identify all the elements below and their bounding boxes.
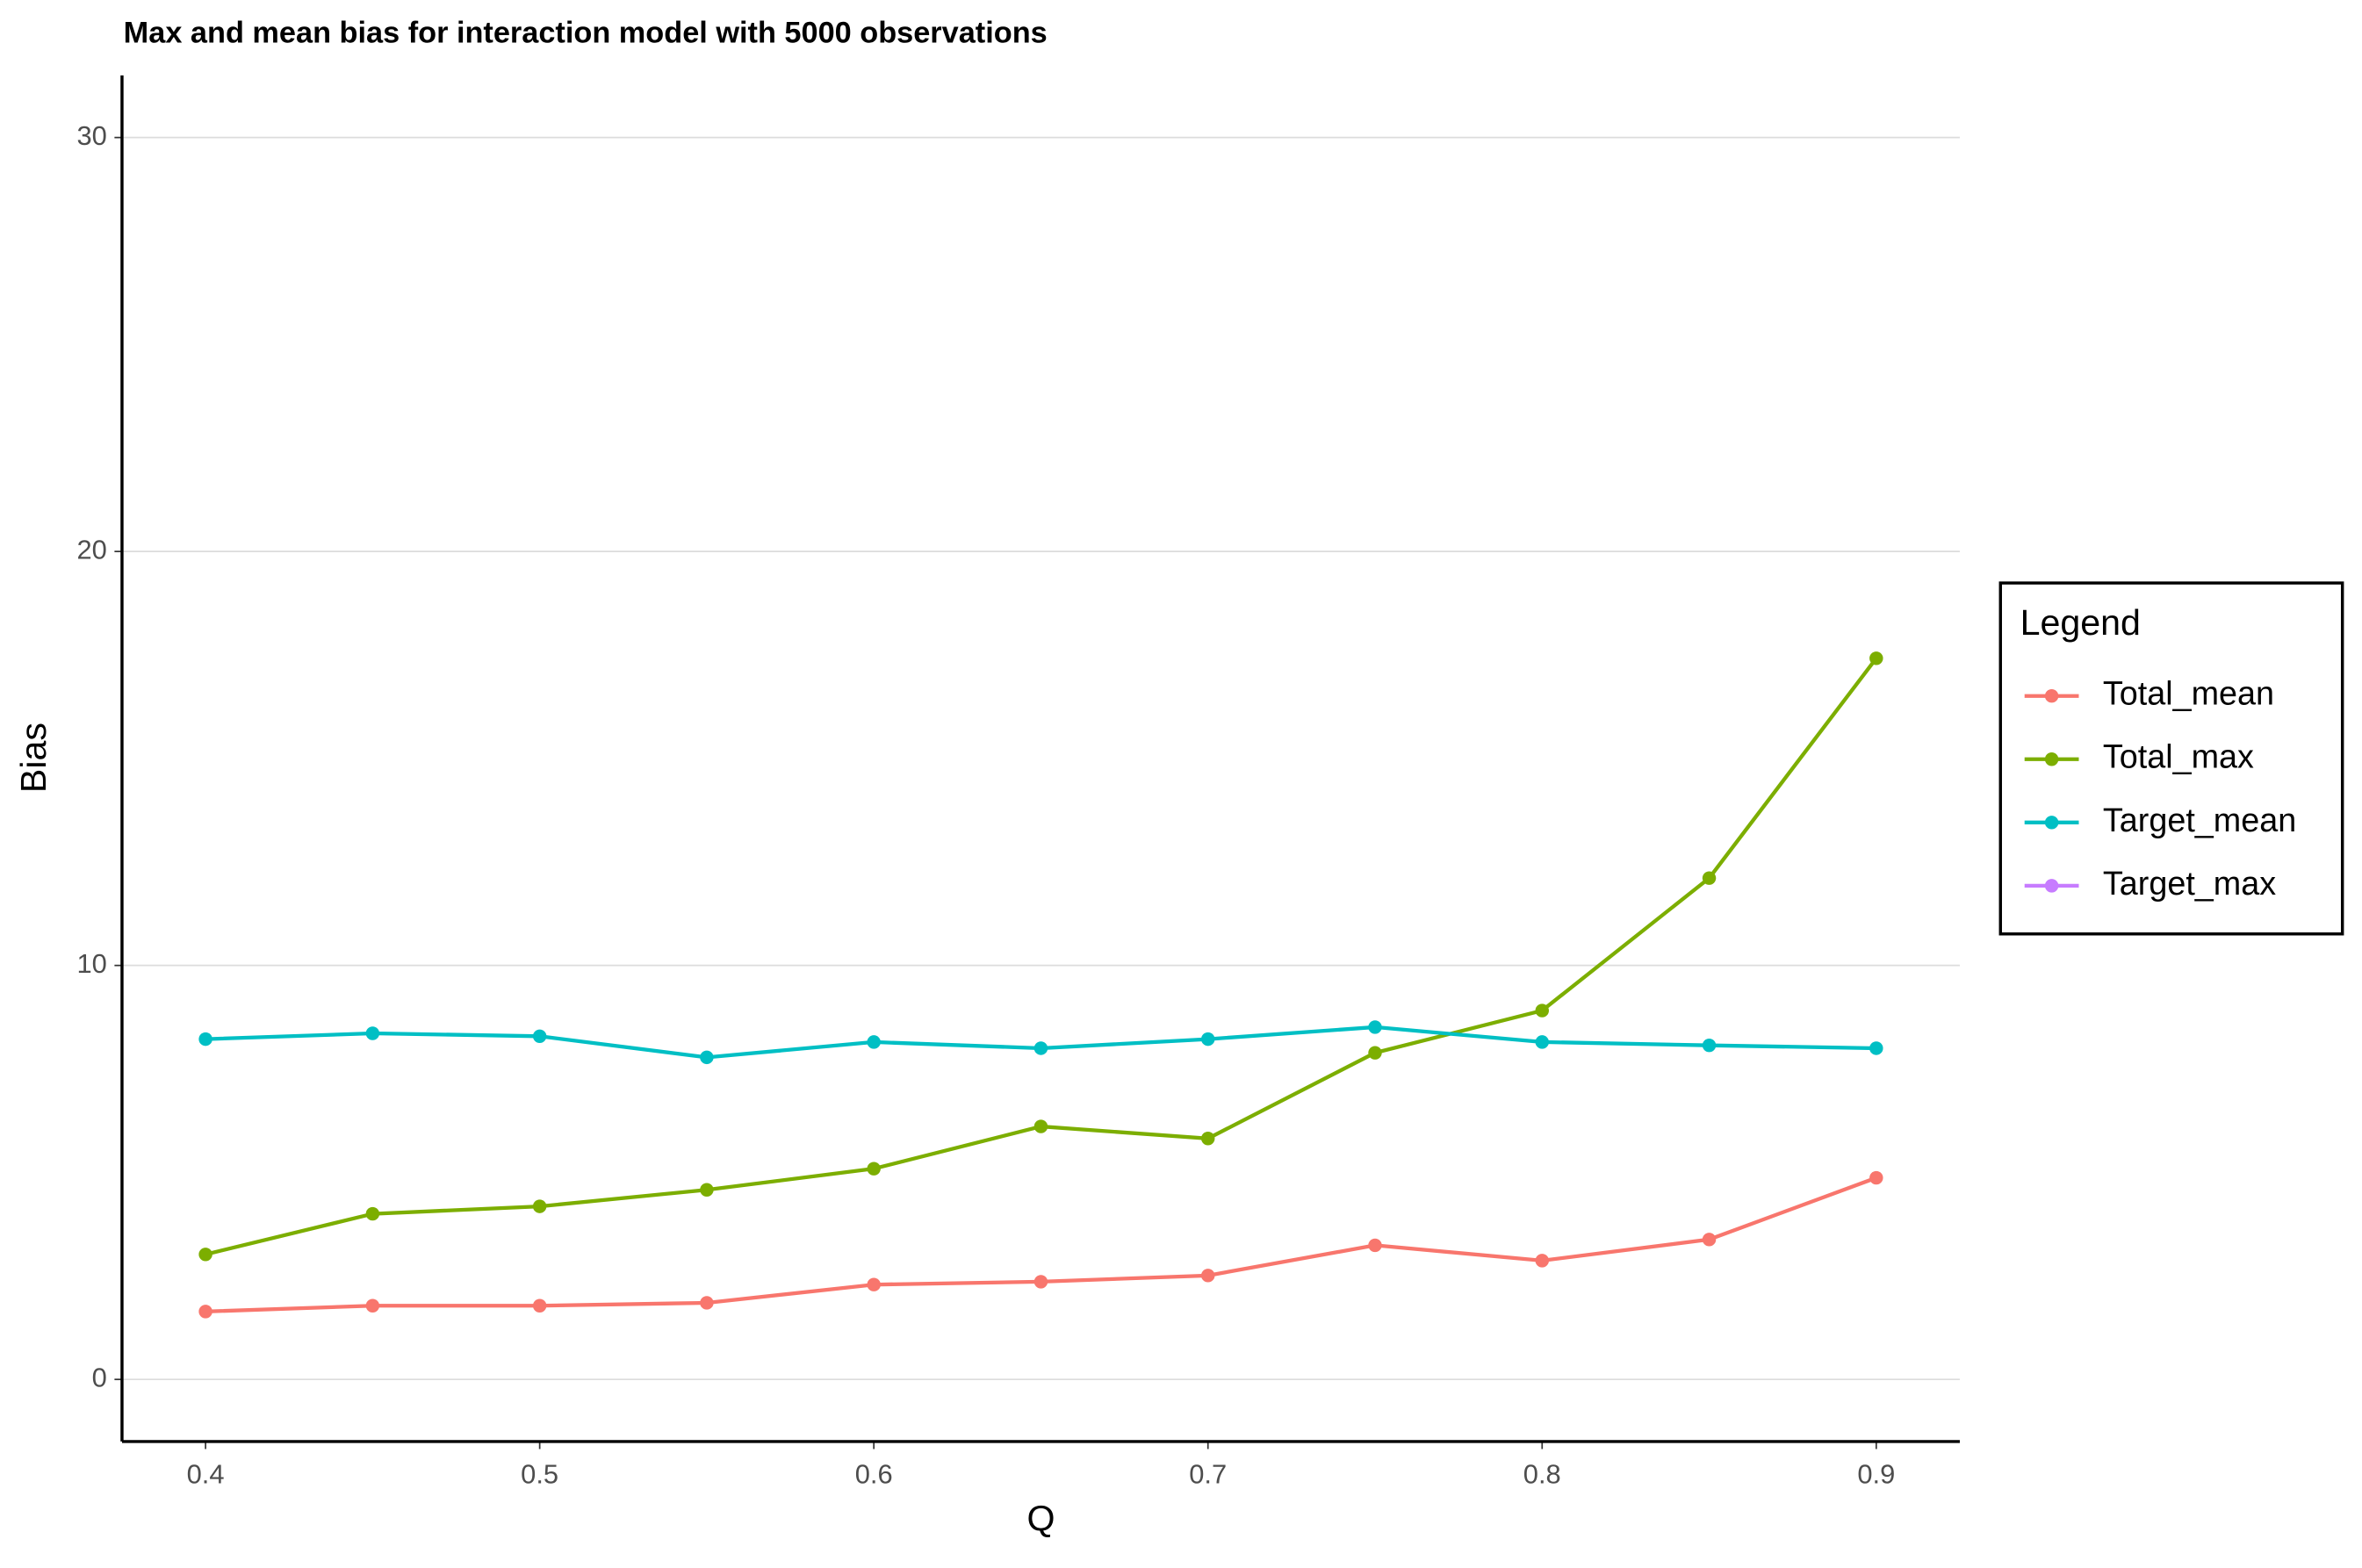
x-axis-label: Q: [1026, 1499, 1055, 1539]
point: [1201, 1032, 1215, 1047]
x-tick-label: 0.5: [521, 1459, 558, 1490]
legend-title: Legend: [2020, 602, 2141, 643]
point: [198, 1032, 212, 1047]
point: [867, 1035, 881, 1049]
point: [1702, 871, 1717, 885]
legend-point: [2044, 752, 2059, 766]
legend-point: [2044, 816, 2059, 830]
point: [532, 1298, 547, 1313]
point: [532, 1199, 547, 1213]
series-line: [205, 657, 1878, 1256]
point: [867, 1277, 881, 1291]
point: [1535, 1035, 1549, 1049]
point: [1535, 1254, 1549, 1268]
legend-point: [2044, 879, 2059, 893]
point: [867, 1162, 881, 1176]
point: [532, 1029, 547, 1044]
y-tick-label: 10: [76, 948, 106, 979]
point: [198, 1305, 212, 1319]
point: [700, 1296, 714, 1310]
point: [1702, 1233, 1717, 1247]
point: [365, 1026, 380, 1040]
legend-label: Target_mean: [2103, 802, 2296, 838]
x-tick-label: 0.7: [1189, 1459, 1227, 1490]
point: [1368, 1020, 1382, 1034]
x-tick-label: 0.9: [1857, 1459, 1895, 1490]
legend-label: Total_max: [2103, 738, 2254, 775]
series-line: [205, 1176, 1877, 1314]
point: [1535, 1003, 1549, 1018]
legend-label: Target_max: [2103, 865, 2276, 902]
x-tick-label: 0.4: [187, 1459, 225, 1490]
y-tick-label: 0: [92, 1362, 107, 1392]
point: [1368, 1046, 1382, 1060]
point: [1869, 1041, 1883, 1055]
point: [198, 1248, 212, 1262]
point: [1033, 1041, 1048, 1055]
point: [1033, 1275, 1048, 1289]
point: [1033, 1119, 1048, 1133]
point: [365, 1206, 380, 1221]
chart-title: Max and mean bias for interaction model …: [124, 17, 1048, 50]
point: [1201, 1269, 1215, 1283]
point: [1702, 1038, 1717, 1053]
point: [700, 1183, 714, 1197]
x-tick-label: 0.8: [1523, 1459, 1561, 1490]
point: [1368, 1238, 1382, 1253]
y-tick-label: 20: [76, 534, 106, 565]
y-axis-label: Bias: [13, 723, 54, 793]
legend-point: [2044, 688, 2059, 703]
point: [700, 1050, 714, 1065]
point: [365, 1298, 380, 1313]
point: [1869, 651, 1883, 665]
point: [1869, 1170, 1883, 1185]
legend-label: Total_mean: [2103, 675, 2274, 712]
x-tick-label: 0.6: [855, 1459, 893, 1490]
point: [1201, 1132, 1215, 1146]
y-tick-label: 30: [76, 120, 106, 151]
